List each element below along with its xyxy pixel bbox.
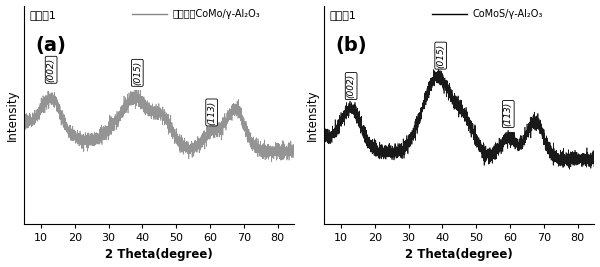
X-axis label: 2 Theta(degree): 2 Theta(degree) (106, 249, 213, 261)
Text: 器外硬化CoMo/γ-Al₂O₃: 器外硬化CoMo/γ-Al₂O₃ (173, 9, 260, 19)
Y-axis label: Intensity: Intensity (305, 89, 319, 140)
Text: (a): (a) (35, 36, 66, 55)
Text: (b): (b) (335, 36, 367, 55)
Y-axis label: Intensity: Intensity (5, 89, 19, 140)
Text: 实施例1: 实施例1 (29, 10, 56, 20)
Text: (002): (002) (47, 58, 56, 82)
Text: (113): (113) (504, 102, 513, 126)
Text: (002): (002) (347, 74, 356, 98)
Text: 对比例1: 对比例1 (329, 10, 356, 20)
X-axis label: 2 Theta(degree): 2 Theta(degree) (406, 249, 513, 261)
Text: (015): (015) (133, 61, 142, 85)
Text: (113): (113) (207, 100, 216, 125)
Text: (015): (015) (436, 44, 445, 68)
Text: CoMoS/γ-Al₂O₃: CoMoS/γ-Al₂O₃ (473, 9, 543, 19)
